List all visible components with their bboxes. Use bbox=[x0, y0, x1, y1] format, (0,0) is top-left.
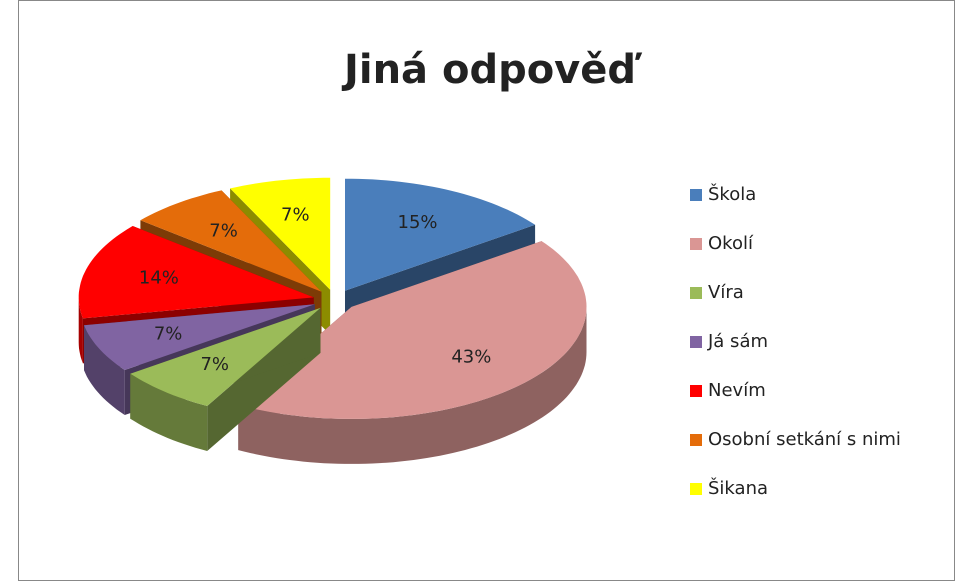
legend-label: Já sám bbox=[707, 331, 768, 352]
slice bbox=[84, 304, 315, 370]
data-label: 14% bbox=[139, 267, 179, 288]
data-label: 7% bbox=[281, 204, 310, 225]
data-label: 43% bbox=[451, 346, 491, 367]
legend-label: Šikana bbox=[708, 477, 768, 499]
data-label: 15% bbox=[398, 212, 438, 233]
slice-side bbox=[78, 297, 83, 364]
slice-side bbox=[84, 325, 125, 415]
legend-swatch bbox=[690, 483, 702, 495]
legend-swatch bbox=[690, 434, 702, 446]
slice bbox=[140, 190, 322, 292]
legend-swatch bbox=[690, 189, 702, 201]
chart-title: Jiná odpověď bbox=[341, 47, 642, 93]
legend-swatch bbox=[690, 238, 702, 250]
slice bbox=[230, 177, 331, 290]
data-label: 7% bbox=[154, 323, 183, 344]
slice bbox=[130, 307, 321, 406]
legend-swatch bbox=[690, 385, 702, 397]
legend-label: Okolí bbox=[708, 233, 754, 254]
pie-slice bbox=[238, 241, 587, 464]
legend-label: Osobní setkání s nimi bbox=[708, 429, 901, 450]
legend-label: Nevím bbox=[708, 380, 766, 401]
slice bbox=[345, 178, 536, 291]
slice bbox=[238, 241, 587, 419]
pie-slice bbox=[130, 307, 321, 451]
slice-side bbox=[238, 306, 587, 464]
legend-label: Víra bbox=[708, 282, 744, 303]
data-label: 7% bbox=[200, 354, 229, 375]
legend-label: Škola bbox=[708, 183, 756, 205]
data-label: 7% bbox=[209, 221, 238, 242]
slice bbox=[78, 226, 314, 319]
legend-swatch bbox=[690, 287, 702, 299]
slice-side bbox=[130, 373, 208, 451]
legend-swatch bbox=[690, 336, 702, 348]
